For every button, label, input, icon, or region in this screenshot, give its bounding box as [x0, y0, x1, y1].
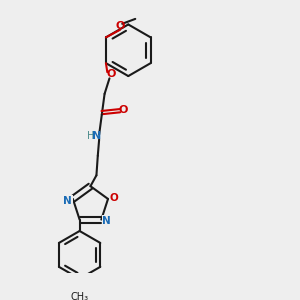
Text: H: H [87, 131, 94, 141]
Text: N: N [63, 196, 72, 206]
Text: N: N [92, 131, 102, 141]
Text: O: O [116, 21, 125, 31]
Text: O: O [119, 105, 128, 115]
Text: O: O [106, 69, 116, 79]
Text: N: N [102, 216, 111, 226]
Text: CH₃: CH₃ [70, 292, 89, 300]
Text: O: O [110, 193, 118, 203]
